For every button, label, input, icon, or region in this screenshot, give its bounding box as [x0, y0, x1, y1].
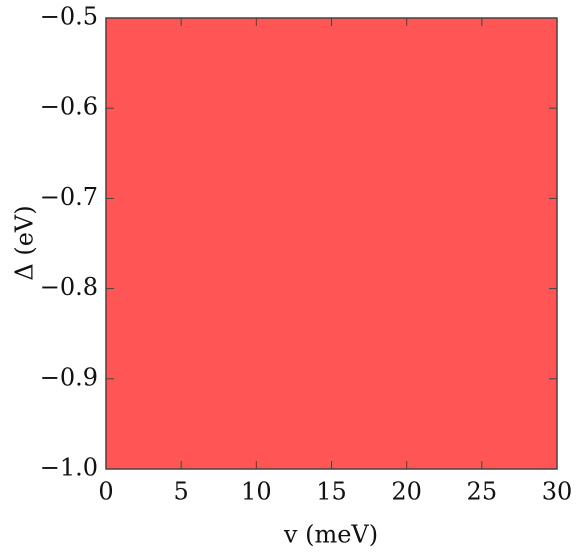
x-tick-label: 0 — [98, 478, 113, 506]
x-tick-label: 15 — [316, 478, 347, 506]
y-tick-label: −0.8 — [40, 273, 98, 301]
x-tick-label: 30 — [542, 478, 573, 506]
y-tick-label: −0.6 — [40, 93, 98, 121]
y-tick-label: −1.0 — [40, 454, 98, 482]
x-axis-label: v (meV) — [283, 521, 378, 549]
x-tick-label: 5 — [174, 478, 189, 506]
x-tick-label: 20 — [391, 478, 422, 506]
y-tick-label: −0.9 — [40, 363, 98, 391]
y-axis-label: Δ (eV) — [11, 205, 39, 280]
y-tick-label: −0.5 — [40, 3, 98, 31]
x-tick-label: 10 — [241, 478, 272, 506]
x-tick-label: 25 — [467, 478, 498, 506]
y-tick-label: −0.7 — [40, 183, 98, 211]
region — [106, 18, 557, 469]
